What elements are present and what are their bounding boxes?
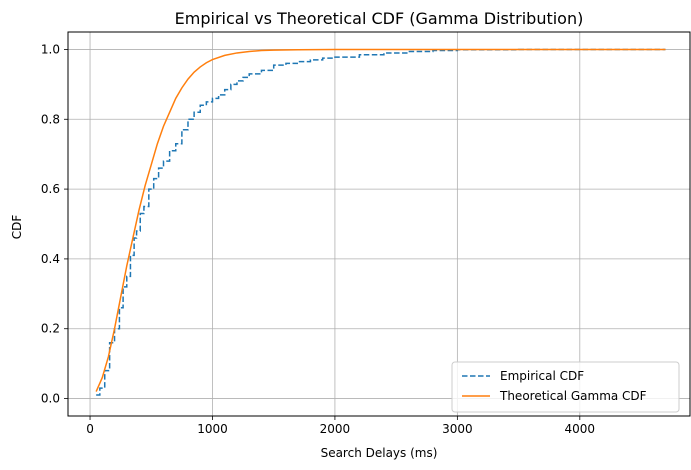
x-tick-label: 1000 (197, 422, 228, 436)
y-tick-label: 0.6 (41, 182, 60, 196)
y-tick-label: 0.2 (41, 322, 60, 336)
legend-label-empirical: Empirical CDF (500, 369, 584, 383)
x-axis-label: Search Delays (ms) (321, 446, 438, 460)
y-tick-label: 0.0 (41, 392, 60, 406)
grid (68, 32, 690, 416)
y-tick-label: 0.8 (41, 112, 60, 126)
y-tick-label: 1.0 (41, 42, 60, 56)
y-tick-label: 0.4 (41, 252, 60, 266)
legend: Empirical CDF Theoretical Gamma CDF (451, 361, 680, 413)
legend-label-theoretical: Theoretical Gamma CDF (499, 389, 647, 403)
plot-frame (67, 31, 691, 417)
theoretical-gamma-cdf-line (95, 48, 666, 392)
chart-title: Empirical vs Theoretical CDF (Gamma Dist… (175, 9, 584, 28)
empirical-cdf-line (96, 48, 666, 396)
ticks: 0 1000 2000 3000 4000 0.0 0.2 0.4 0.6 0.8 1.0 (41, 42, 595, 436)
x-tick-label: 2000 (320, 422, 351, 436)
x-tick-label: 3000 (442, 422, 473, 436)
legend-box (451, 361, 680, 413)
x-tick-label: 0 (86, 422, 94, 436)
x-tick-label: 4000 (565, 422, 596, 436)
series-layer (95, 48, 666, 396)
y-axis-label: CDF (10, 215, 24, 240)
